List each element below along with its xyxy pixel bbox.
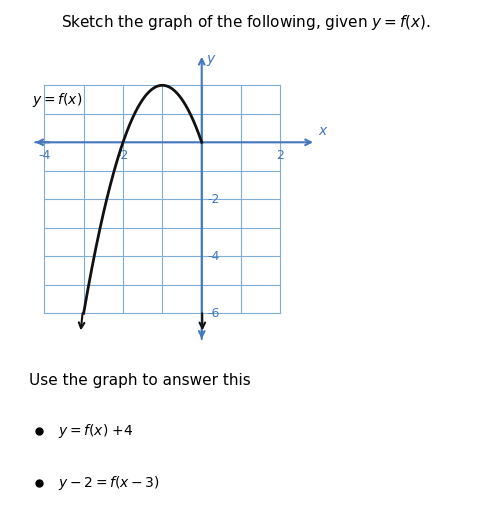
Text: Sketch the graph of the following, given $y = f(x)$.: Sketch the graph of the following, given…	[61, 13, 431, 32]
Text: $y = f(x)$ +4: $y = f(x)$ +4	[58, 422, 134, 440]
Text: $y - 2 = f(x -3)$: $y - 2 = f(x -3)$	[58, 474, 160, 493]
Text: $x$: $x$	[318, 124, 329, 138]
Text: -4: -4	[208, 250, 220, 263]
Text: 2: 2	[277, 149, 284, 162]
Text: -6: -6	[208, 307, 220, 320]
Text: $y = f(x)$: $y = f(x)$	[32, 90, 83, 108]
Text: -4: -4	[38, 149, 51, 162]
Text: -2: -2	[208, 193, 220, 206]
Text: -2: -2	[117, 149, 129, 162]
Text: Use the graph to answer this: Use the graph to answer this	[29, 373, 251, 388]
Text: $y$: $y$	[207, 53, 217, 67]
